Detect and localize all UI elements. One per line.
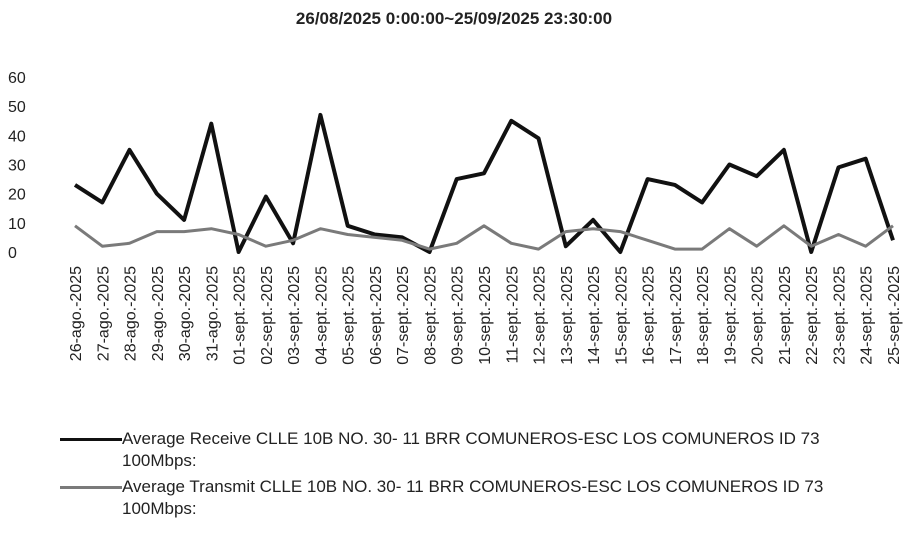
- x-tick-label: 28-ago.-2025: [123, 266, 140, 361]
- y-tick-label: 10: [8, 216, 26, 233]
- y-tick-label: 40: [8, 128, 26, 145]
- x-tick-label: 02-sept.-2025: [259, 266, 276, 365]
- x-tick-label: 22-sept.-2025: [804, 266, 821, 365]
- legend-swatch: [60, 486, 122, 489]
- x-tick-label: 26-ago.-2025: [68, 266, 85, 361]
- x-tick-label: 07-sept.-2025: [395, 266, 412, 365]
- y-tick-label: 60: [8, 70, 26, 87]
- x-tick-label: 23-sept.-2025: [831, 266, 848, 365]
- y-tick-label: 20: [8, 187, 26, 204]
- x-tick-label: 05-sept.-2025: [341, 266, 358, 365]
- x-tick-label: 19-sept.-2025: [722, 266, 739, 365]
- y-tick-label: 0: [8, 245, 17, 262]
- x-tick-label: 06-sept.-2025: [368, 266, 385, 365]
- y-tick-label: 30: [8, 158, 26, 175]
- chart-title: 26/08/2025 0:00:00~25/09/2025 23:30:00: [296, 9, 612, 28]
- x-tick-label: 09-sept.-2025: [450, 266, 467, 365]
- x-tick-label: 24-sept.-2025: [859, 266, 876, 365]
- x-tick-label: 31-ago.-2025: [204, 266, 221, 361]
- series-line: [73, 112, 895, 254]
- x-tick-label: 27-ago.-2025: [95, 266, 112, 361]
- x-tick-label: 25-sept.-2025: [886, 266, 903, 365]
- x-tick-label: 20-sept.-2025: [750, 266, 767, 365]
- chart: 26/08/2025 0:00:00~25/09/2025 23:30:00 0…: [8, 9, 903, 365]
- legend-swatch: [60, 438, 122, 441]
- x-tick-label: 03-sept.-2025: [286, 266, 303, 365]
- x-tick-label: 04-sept.-2025: [313, 266, 330, 365]
- legend-label: Average Transmit CLLE 10B NO. 30- 11 BRR…: [122, 477, 824, 518]
- y-tick-label: 50: [8, 99, 26, 116]
- legend-label: Average Receive CLLE 10B NO. 30- 11 BRR …: [122, 429, 820, 470]
- x-tick-label: 16-sept.-2025: [641, 266, 658, 365]
- x-tick-label: 30-ago.-2025: [177, 266, 194, 361]
- x-tick-label: 08-sept.-2025: [422, 266, 439, 365]
- x-tick-label: 11-sept.-2025: [504, 266, 521, 364]
- x-tick-label: 01-sept.-2025: [232, 266, 249, 365]
- x-tick-label: 17-sept.-2025: [668, 266, 685, 365]
- series-line: [74, 224, 894, 251]
- x-tick-label: 12-sept.-2025: [532, 266, 549, 365]
- legend: Average Receive CLLE 10B NO. 30- 11 BRR …: [60, 428, 890, 524]
- x-tick-label: 29-ago.-2025: [150, 266, 167, 361]
- legend-item: Average Receive CLLE 10B NO. 30- 11 BRR …: [60, 428, 890, 472]
- x-tick-label: 18-sept.-2025: [695, 266, 712, 365]
- legend-item: Average Transmit CLLE 10B NO. 30- 11 BRR…: [60, 476, 890, 520]
- x-tick-label: 10-sept.-2025: [477, 266, 494, 365]
- x-tick-label: 21-sept.-2025: [777, 266, 794, 365]
- x-tick-label: 14-sept.-2025: [586, 266, 603, 365]
- x-tick-label: 15-sept.-2025: [613, 266, 630, 365]
- x-tick-label: 13-sept.-2025: [559, 266, 576, 365]
